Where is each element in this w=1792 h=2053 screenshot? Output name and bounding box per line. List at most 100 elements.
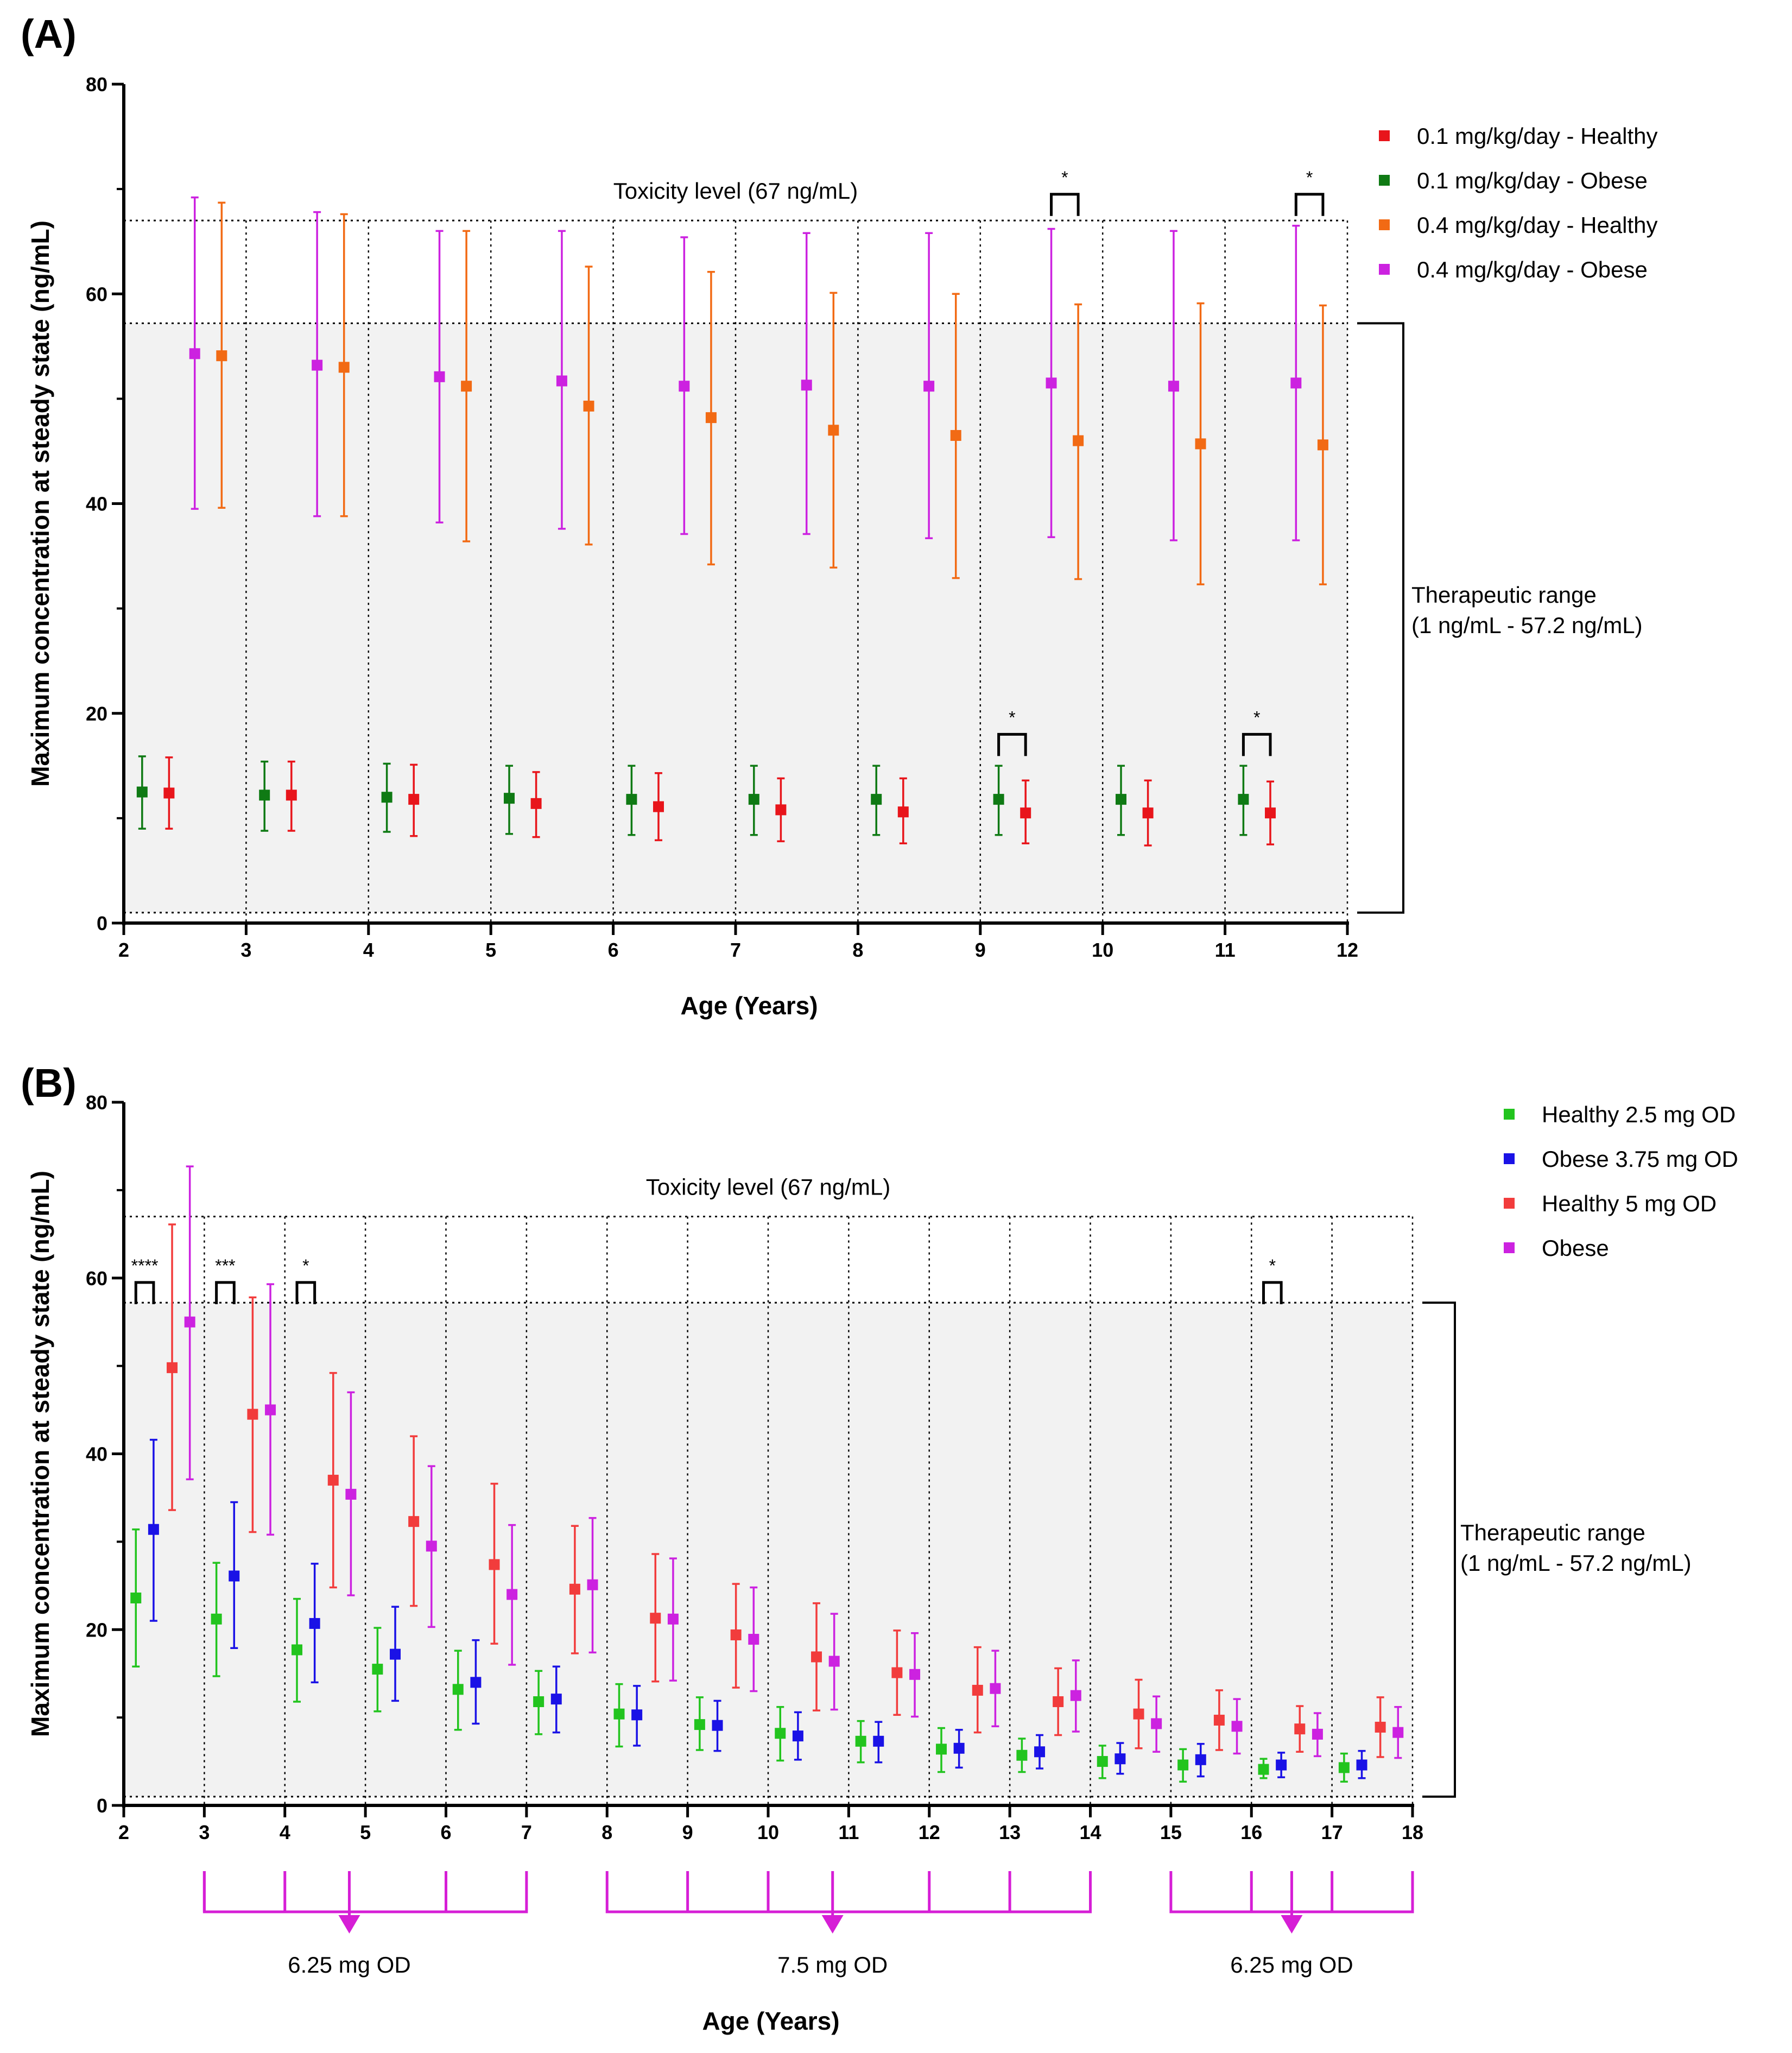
therapeutic-range-bracket <box>1422 1302 1456 1798</box>
x-tick-label: 10 <box>1092 939 1113 961</box>
y-tick-label: 80 <box>86 1091 107 1114</box>
y-axis-title: Maximum concentration at steady state (n… <box>26 220 54 787</box>
legend-label: 0.4 mg/kg/day - Healthy <box>1417 212 1658 238</box>
data-point <box>613 1708 625 1720</box>
data-point <box>855 1735 866 1747</box>
data-point <box>730 1629 742 1640</box>
x-tick-label: 7 <box>521 1821 532 1843</box>
data-point <box>381 792 392 803</box>
x-tick-label: 16 <box>1240 1821 1262 1843</box>
legend-swatch <box>1379 264 1390 275</box>
data-point <box>1195 438 1206 450</box>
data-point <box>189 348 200 359</box>
x-tick-label: 7 <box>730 939 741 961</box>
data-point <box>390 1648 401 1660</box>
data-point <box>470 1677 482 1688</box>
data-point <box>897 806 909 818</box>
data-point <box>1016 1749 1028 1761</box>
y-tick-label: 60 <box>86 1267 107 1290</box>
significance-marker: * <box>1253 708 1260 727</box>
data-point <box>1312 1728 1323 1740</box>
x-axis-title: Age (Years) <box>680 991 818 1020</box>
data-point <box>1294 1723 1306 1735</box>
data-point <box>533 1696 544 1707</box>
x-tick-label: 14 <box>1079 1821 1101 1843</box>
data-point <box>327 1475 339 1486</box>
y-tick-label: 20 <box>86 703 107 725</box>
y-tick-label: 40 <box>86 1443 107 1465</box>
significance-marker: * <box>1061 168 1068 187</box>
legend-label: 0.1 mg/kg/day - Healthy <box>1417 123 1658 149</box>
panel-label: (A) <box>21 11 77 56</box>
data-point <box>1238 794 1249 805</box>
x-tick-label: 13 <box>999 1821 1021 1843</box>
significance-bracket <box>215 1281 236 1304</box>
data-point <box>489 1559 500 1570</box>
dose-arrow-head <box>821 1915 844 1934</box>
data-point <box>338 362 350 373</box>
data-point <box>1338 1762 1350 1773</box>
data-point <box>1392 1727 1404 1738</box>
significance-marker: * <box>1009 708 1015 727</box>
x-tick-label: 9 <box>975 939 986 961</box>
significance-bracket <box>997 732 1027 756</box>
data-point <box>583 400 594 412</box>
therapeutic-range-label: (1 ng/mL - 57.2 ng/mL) <box>1411 612 1643 638</box>
y-axis-title: Maximum concentration at steady state (n… <box>26 1171 54 1737</box>
significance-marker: **** <box>131 1256 159 1275</box>
panel-label: (B) <box>21 1060 77 1106</box>
dose-group-label: 6.25 mg OD <box>1230 1952 1353 1978</box>
data-point <box>748 1634 759 1645</box>
significance-bracket <box>1050 193 1080 216</box>
data-point <box>950 429 961 441</box>
therapeutic-range-bracket <box>1357 322 1404 914</box>
data-point <box>229 1570 240 1582</box>
data-point <box>653 801 664 812</box>
x-tick-label: 11 <box>1215 939 1236 961</box>
data-point <box>1375 1721 1386 1733</box>
data-point <box>626 794 637 805</box>
data-point <box>461 381 472 392</box>
data-point <box>923 381 935 392</box>
significance-bracket <box>1294 193 1325 216</box>
legend-swatch <box>1504 1198 1515 1209</box>
data-point <box>1142 807 1154 819</box>
x-tick-label: 12 <box>1337 939 1358 961</box>
significance-marker: * <box>302 1256 309 1275</box>
x-tick-label: 10 <box>757 1821 779 1843</box>
data-point <box>148 1524 159 1535</box>
data-point <box>312 359 323 371</box>
data-point <box>792 1730 803 1742</box>
x-tick-label: 2 <box>118 939 129 961</box>
significance-bracket <box>1242 732 1272 756</box>
data-point <box>1034 1746 1046 1758</box>
data-point <box>265 1404 276 1416</box>
data-point <box>587 1579 598 1590</box>
data-point <box>909 1669 921 1680</box>
data-point <box>650 1613 661 1624</box>
dose-arrow-head <box>338 1915 360 1934</box>
x-tick-label: 18 <box>1402 1821 1423 1843</box>
data-point <box>1073 435 1084 446</box>
data-point <box>1168 381 1179 392</box>
data-point <box>167 1362 178 1373</box>
legend-label: Healthy 5 mg OD <box>1542 1191 1717 1216</box>
data-point <box>993 794 1004 805</box>
dose-group-bracket <box>202 1871 528 1913</box>
x-tick-label: 4 <box>280 1821 290 1843</box>
dose-group-label: 6.25 mg OD <box>288 1952 410 1978</box>
legend-swatch <box>1504 1153 1515 1164</box>
data-point <box>1317 439 1328 451</box>
x-tick-label: 8 <box>852 939 863 961</box>
data-point <box>247 1408 258 1420</box>
data-point <box>1053 1696 1064 1707</box>
dose-group-label: 7.5 mg OD <box>777 1952 888 1978</box>
data-point <box>828 1656 840 1667</box>
significance-marker: *** <box>215 1256 235 1275</box>
significance-marker: * <box>1269 1256 1276 1275</box>
legend-label: Obese 3.75 mg OD <box>1542 1146 1738 1172</box>
data-point <box>1020 807 1031 819</box>
data-point <box>408 1516 420 1527</box>
x-tick-label: 4 <box>363 939 374 961</box>
data-point <box>631 1709 643 1721</box>
